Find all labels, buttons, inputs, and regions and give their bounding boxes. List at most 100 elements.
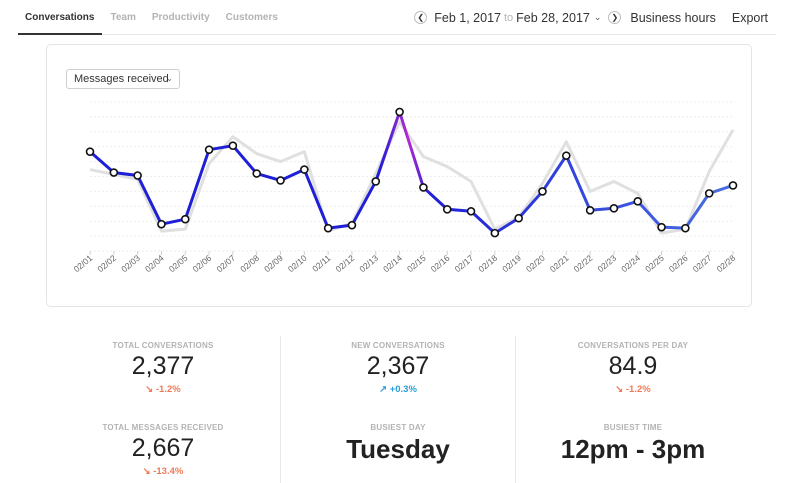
x-tick-label: 02/02 — [95, 253, 118, 275]
series-line-current — [89, 110, 734, 235]
date-range-end[interactable]: Feb 28, 2017 — [516, 10, 590, 25]
data-point — [609, 203, 619, 213]
stat-value: 2,377 — [131, 352, 195, 380]
messages-line-chart: 02/01 02/02 02/03 02/04 02/05 02/06 02/07 02/08… — [72, 101, 738, 275]
stat-change: ↘ -13.4% — [142, 466, 184, 477]
x-tick-label: 02/13 — [357, 253, 380, 275]
x-tick-label: 02/22 — [572, 253, 595, 275]
data-point — [681, 223, 690, 233]
data-point — [228, 141, 238, 151]
x-tick-label: 02/07 — [214, 253, 237, 275]
x-tick-label: 02/11 — [310, 253, 332, 274]
data-point — [395, 107, 404, 117]
tab-team[interactable]: Team — [110, 12, 136, 23]
data-point — [442, 204, 452, 214]
date-range-controls: ❮ Feb 1, 2017 to Feb 28, 2017 ⌄ ❯ Busine… — [414, 0, 776, 35]
x-tick-label: 02/15 — [405, 253, 428, 275]
x-tick-label: 02/05 — [167, 253, 190, 275]
metric-select-value: Messages received — [74, 73, 169, 85]
stat-value: 2,367 — [366, 352, 430, 380]
stat-label: NEW CONVERSATIONS — [351, 341, 445, 350]
data-point — [323, 223, 333, 233]
date-range-connector: to — [503, 11, 514, 24]
data-point — [204, 145, 214, 154]
data-point — [276, 176, 285, 185]
data-point — [180, 214, 190, 224]
stat-label: TOTAL MESSAGES RECEIVED — [102, 423, 224, 432]
data-point — [657, 222, 666, 232]
data-point — [252, 169, 262, 178]
x-tick-label: 02/14 — [381, 253, 404, 275]
x-tick-label: 02/09 — [262, 253, 285, 275]
stat-busiest-time: BUSIEST TIME 12pm - 3pm — [516, 423, 750, 465]
x-tick-label: 02/01 — [72, 253, 95, 275]
chevron-down-icon: ⌄ — [166, 74, 173, 83]
stat-value: 2,667 — [131, 434, 195, 462]
stat-value: 84.9 — [608, 352, 658, 380]
x-tick-label: 02/20 — [524, 253, 547, 275]
chart-card: 02/01 02/02 02/03 02/04 02/05 02/06 02/07 02/08… — [46, 44, 752, 307]
x-tick-label: 02/08 — [238, 253, 261, 275]
data-point — [490, 228, 500, 238]
x-tick-label: 02/24 — [619, 253, 642, 275]
data-point — [300, 165, 309, 174]
stat-conversations-per-day: CONVERSATIONS PER DAY 84.9 ↘ -1.2% — [516, 341, 750, 395]
x-tick-label: 02/03 — [119, 253, 142, 275]
x-tick-label: 02/04 — [143, 253, 166, 275]
x-tick-label: 02/10 — [286, 253, 309, 275]
chevron-down-icon[interactable]: ⌄ — [593, 12, 602, 22]
stat-value: Tuesday — [346, 434, 450, 464]
data-point — [633, 197, 643, 206]
data-point — [157, 219, 166, 229]
x-tick-label: 02/18 — [476, 253, 499, 275]
date-range-start[interactable]: Feb 1, 2017 — [434, 10, 501, 25]
stats-divider — [280, 336, 281, 483]
x-tick-label: 02/27 — [691, 253, 714, 275]
stat-label: BUSIEST DAY — [370, 423, 426, 432]
stat-label: BUSIEST TIME — [603, 423, 663, 432]
stats-panel: TOTAL CONVERSATIONS 2,377 ↘ -1.2% NEW CO… — [46, 330, 752, 483]
data-point — [466, 206, 476, 216]
stats-divider — [515, 336, 516, 483]
x-tick-label: 02/17 — [453, 253, 476, 275]
series-line-previous — [89, 120, 735, 235]
x-tick-label: 02/21 — [548, 253, 571, 275]
tab-customers[interactable]: Customers — [225, 12, 278, 23]
data-point — [704, 189, 714, 198]
metric-select[interactable]: Messages received ⌄ — [66, 69, 180, 89]
stat-busiest-day: BUSIEST DAY Tuesday — [281, 423, 515, 465]
top-bar: Conversations Team Productivity Customer… — [18, 0, 776, 35]
tab-productivity[interactable]: Productivity — [151, 12, 210, 23]
report-tabs: Conversations Team Productivity Customer… — [18, 0, 286, 35]
stat-total-messages-received: TOTAL MESSAGES RECEIVED 2,667 ↘ -13.4% — [46, 423, 280, 477]
stat-value: 12pm - 3pm — [560, 434, 706, 464]
x-tick-label: 02/28 — [715, 253, 738, 275]
data-point — [538, 187, 547, 196]
stat-change: ↘ -1.2% — [145, 384, 181, 395]
data-point — [585, 205, 595, 215]
x-tick-label: 02/25 — [643, 253, 666, 275]
data-point — [728, 181, 738, 190]
tab-conversations[interactable]: Conversations — [18, 0, 103, 35]
stat-change: ↘ -1.2% — [615, 384, 651, 395]
data-point — [133, 171, 142, 180]
x-tick-label: 02/16 — [429, 253, 452, 275]
export-button[interactable]: Export — [731, 10, 768, 25]
stat-label: CONVERSATIONS PER DAY — [577, 341, 689, 350]
stat-change: ↗ +0.3% — [379, 384, 417, 395]
data-point — [371, 177, 381, 186]
x-tick-label: 02/06 — [191, 253, 214, 275]
x-tick-label: 02/12 — [334, 253, 357, 275]
data-point — [347, 220, 357, 230]
x-tick-label: 02/23 — [595, 253, 618, 275]
chevron-right-icon[interactable]: ❯ — [608, 11, 622, 24]
data-point — [419, 183, 428, 192]
chevron-left-icon[interactable]: ❮ — [414, 11, 428, 24]
stat-total-conversations: TOTAL CONVERSATIONS 2,377 ↘ -1.2% — [46, 341, 280, 395]
business-hours-toggle[interactable]: Business hours — [630, 10, 716, 25]
data-point — [109, 168, 119, 177]
stat-new-conversations: NEW CONVERSATIONS 2,367 ↗ +0.3% — [281, 341, 515, 395]
x-tick-label: 02/19 — [500, 253, 523, 275]
data-point — [85, 147, 95, 156]
data-point — [561, 151, 571, 160]
